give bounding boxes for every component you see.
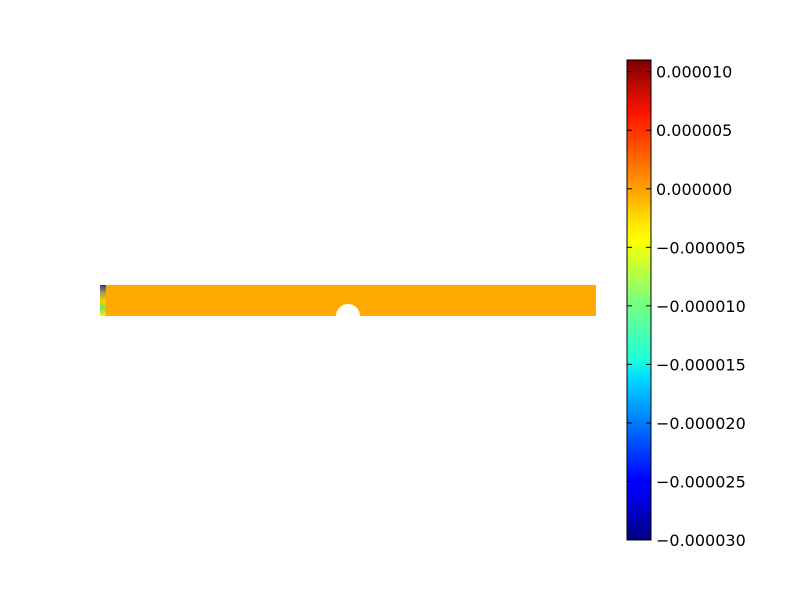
field-plot	[100, 285, 596, 316]
colorbar-gradient	[627, 60, 651, 540]
colorbar-frame	[626, 59, 652, 541]
colorbar-tick-label: −0.000020	[656, 414, 746, 433]
colorbar-tick-label: 0.000010	[656, 63, 732, 82]
colorbar: 0.000010 0.000005 0.000000 −0.000005 −0.0000…	[626, 59, 746, 550]
colorbar-tick-label: 0.000005	[656, 121, 732, 140]
colorbar-ticks: 0.000010 0.000005 0.000000 −0.000005 −0.0000…	[627, 63, 746, 550]
circular-hole	[336, 304, 360, 316]
colorbar-tick-label: −0.000025	[656, 472, 746, 491]
colorbar-tick-label: −0.000010	[656, 297, 746, 316]
colorbar-tick-label: −0.000030	[656, 531, 746, 550]
colorbar-tick-label: 0.000000	[656, 180, 732, 199]
colorbar-tick-label: −0.000015	[656, 355, 746, 374]
left-edge-disturbance	[100, 285, 106, 316]
colorbar-tick-label: −0.000005	[656, 238, 746, 257]
